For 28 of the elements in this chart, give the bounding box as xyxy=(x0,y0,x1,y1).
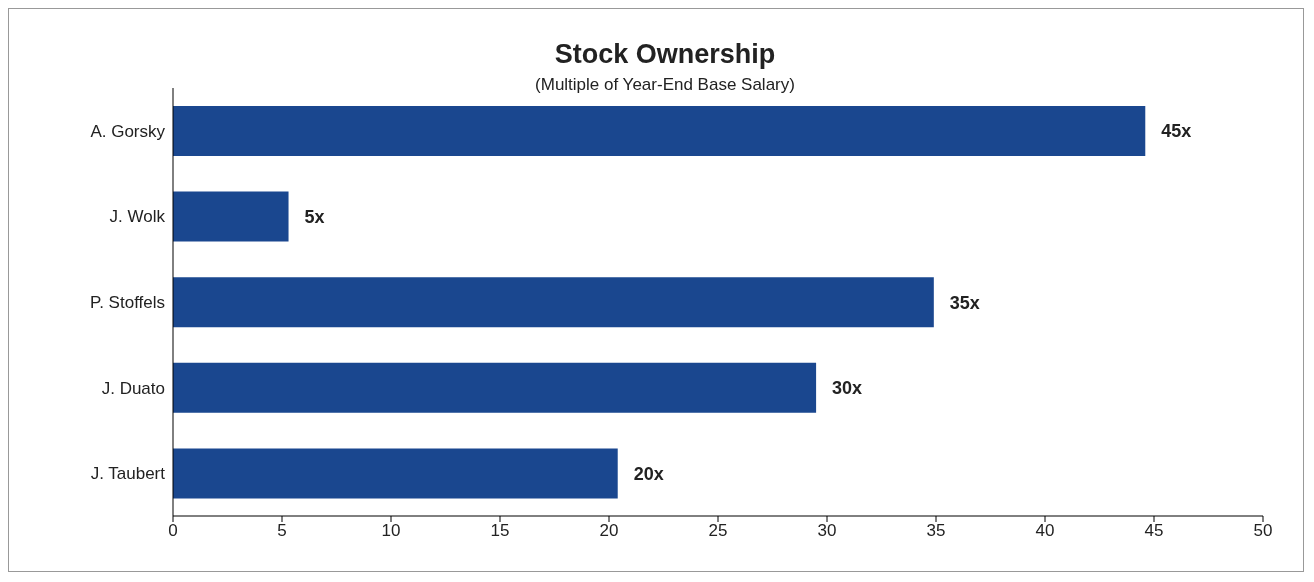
data-label: 20x xyxy=(633,463,664,484)
chart-subtitle: (Multiple of Year-End Base Salary) xyxy=(534,75,796,95)
y-tick-label: J. Duato xyxy=(101,378,165,398)
data-label: 5x xyxy=(304,206,325,227)
x-tick-label: 25 xyxy=(708,521,728,541)
x-tick-label: 50 xyxy=(1253,521,1273,541)
data-label: 45x xyxy=(1161,121,1192,142)
x-tick-label: 45 xyxy=(1144,521,1164,541)
y-tick-label: A. Gorsky xyxy=(90,121,166,141)
data-label: 30x xyxy=(832,378,863,399)
x-tick-label: 5 xyxy=(277,521,287,541)
bar xyxy=(173,362,817,413)
bar xyxy=(173,191,289,242)
x-tick-label: 0 xyxy=(168,521,178,541)
x-tick-label: 35 xyxy=(926,521,946,541)
bar xyxy=(173,448,618,499)
x-tick-label: 10 xyxy=(381,521,401,541)
x-tick-label: 30 xyxy=(817,521,837,541)
chart-title: Stock Ownership xyxy=(553,39,777,69)
x-tick-label: 20 xyxy=(599,521,619,541)
bar xyxy=(173,106,1146,156)
x-tick-label: 15 xyxy=(490,521,510,541)
bar xyxy=(173,277,934,328)
y-tick-label: J. Wolk xyxy=(109,207,166,227)
data-label: 35x xyxy=(949,292,980,313)
x-tick-label: 40 xyxy=(1035,521,1055,541)
y-tick-label: P. Stoffels xyxy=(90,293,165,313)
y-tick-label: J. Taubert xyxy=(90,464,166,484)
